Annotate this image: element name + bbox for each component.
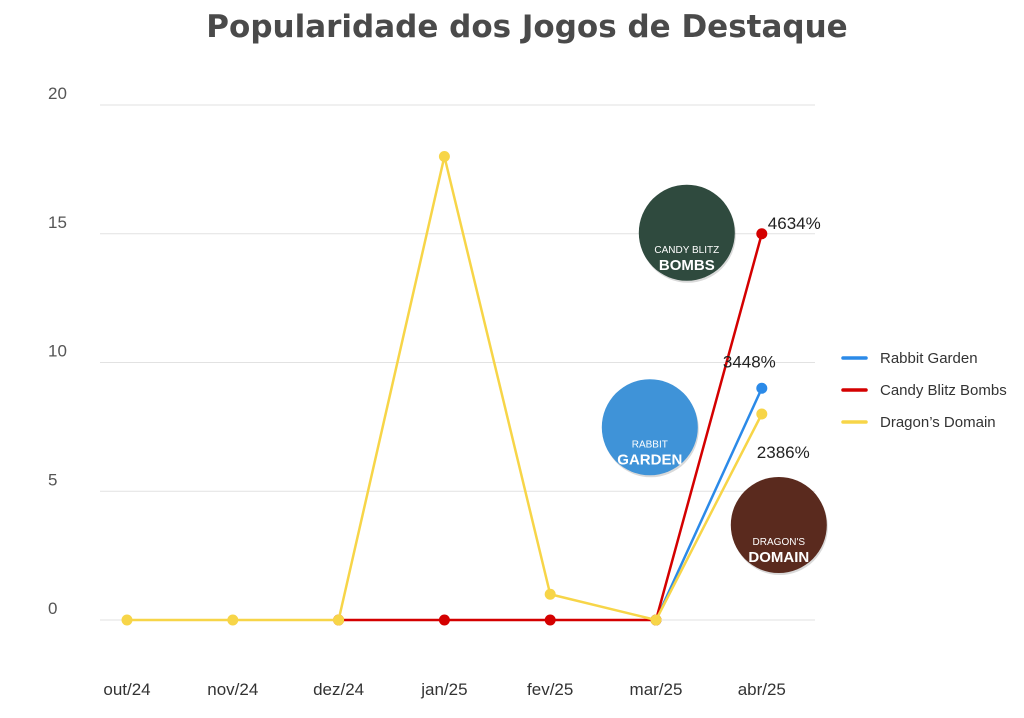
point-dragon-s-domain-dez-24 (333, 614, 345, 626)
badge-line2: GARDEN (617, 451, 682, 468)
point-candy-blitz-bombs-fev-25 (544, 614, 556, 626)
chart-title: Popularidade dos Jogos de Destaque (206, 9, 847, 45)
series-candy-blitz-bombs (333, 228, 768, 626)
point-dragon-s-domain-fev-25 (544, 588, 556, 600)
badge-line1: DRAGON'S (753, 537, 806, 548)
legend-label: Dragon’s Domain (880, 414, 996, 431)
badge-line1: CANDY BLITZ (654, 245, 719, 256)
point-dragon-s-domain-mar-25 (650, 614, 662, 626)
series-dragon-s-domain (121, 151, 768, 626)
x-axis: out/24 nov/24 dez/24 jan/25 fev/25 mar/25 abr/… (103, 680, 786, 699)
x-tick-label-mar-25: mar/25 (630, 680, 683, 699)
badge-circle (730, 477, 827, 573)
line-rabbit-garden (654, 387, 764, 622)
annotation-rabbit-garden: 3448% (723, 352, 776, 371)
y-tick-label-20: 20 (48, 84, 67, 103)
point-dragon-s-domain-abr-25 (756, 408, 768, 420)
point-dragon-s-domain-out-24 (121, 614, 133, 626)
y-tick-label-10: 10 (48, 342, 67, 361)
point-candy-blitz-bombs-jan-25 (438, 614, 450, 626)
badge-circle (638, 184, 735, 281)
point-rabbit-garden-abr-25 (756, 382, 768, 394)
legend-label: Candy Blitz Bombs (880, 382, 1007, 399)
x-tick-label-nov-24: nov/24 (207, 680, 258, 699)
badge-circle (601, 379, 698, 476)
point-dragon-s-domain-jan-25 (438, 151, 450, 162)
x-tick-label-dez-24: dez/24 (313, 680, 364, 699)
annotations: 4634% 3448% 2386% (723, 214, 821, 462)
plot-area (121, 151, 768, 626)
point-dragon-s-domain-nov-24 (227, 614, 239, 626)
point-candy-blitz-bombs-abr-25 (756, 228, 768, 240)
badge-line2: BOMBS (659, 257, 715, 274)
annotation-candy-blitz-bombs: 4634% (768, 214, 821, 233)
y-tick-label-15: 15 (48, 213, 67, 232)
y-axis: 0 5 10 15 20 (48, 84, 67, 618)
x-tick-label-out-24: out/24 (103, 680, 150, 699)
badge-line1: RABBIT (632, 439, 668, 450)
legend: Rabbit Garden Candy Blitz Bombs Dragon’s D… (841, 350, 1007, 431)
y-tick-label-5: 5 (48, 470, 57, 489)
grid (100, 104, 815, 621)
badge-line2: DOMAIN (748, 549, 809, 566)
legend-item-candy-blitz-bombs: Candy Blitz Bombs (841, 382, 1007, 399)
legend-label: Rabbit Garden (880, 350, 978, 367)
x-tick-label-jan-25: jan/25 (420, 680, 467, 699)
legend-item-rabbit-garden: Rabbit Garden (841, 350, 978, 367)
x-tick-label-fev-25: fev/25 (527, 680, 573, 699)
legend-item-dragon-s-domain: Dragon’s Domain (841, 414, 996, 431)
x-tick-label-abr-25: abr/25 (738, 680, 786, 699)
annotation-dragon-s-domain: 2386% (757, 443, 810, 462)
y-tick-label-0: 0 (48, 599, 57, 618)
